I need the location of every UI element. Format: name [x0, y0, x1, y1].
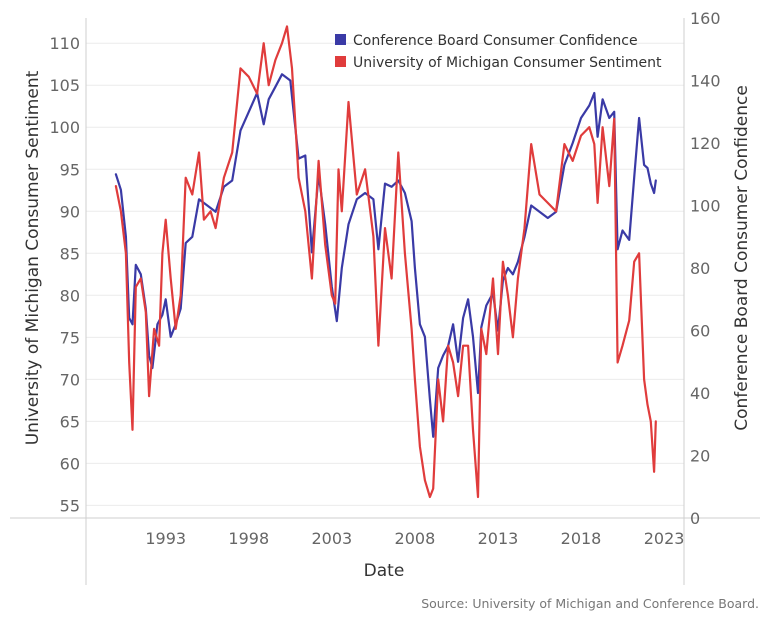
right-tick-label: 0 [690, 509, 700, 528]
left-tick-label: 105 [49, 76, 80, 95]
left-axis-title: University of Michigan Consumer Sentimen… [23, 70, 43, 445]
left-tick-label: 55 [60, 496, 80, 515]
right-tick-label: 100 [690, 197, 721, 216]
series-lines [114, 25, 657, 499]
left-tick-label: 110 [49, 34, 80, 53]
legend: Conference Board Consumer Confidence Uni… [335, 33, 662, 71]
left-tick-label: 70 [60, 370, 80, 389]
grid-lines [86, 42, 684, 506]
left-tick-label: 85 [60, 244, 80, 263]
right-tick-label: 60 [690, 322, 710, 341]
x-tick-label: 2018 [561, 529, 602, 548]
x-tick-label: 2003 [311, 529, 352, 548]
right-tick-label: 120 [690, 134, 721, 153]
legend-swatch-michigan [335, 56, 346, 67]
x-tick-label: 1998 [228, 529, 269, 548]
left-tick-label: 95 [60, 160, 80, 179]
source-note: Source: University of Michigan and Confe… [421, 596, 759, 611]
left-tick-label: 60 [60, 454, 80, 473]
right-tick-label: 20 [690, 447, 710, 466]
x-tick-label: 1993 [145, 529, 186, 548]
left-tick-label: 80 [60, 286, 80, 305]
right-tick-label: 140 [690, 72, 721, 91]
legend-label-conference-board: Conference Board Consumer Confidence [353, 33, 638, 49]
x-tick-label: 2013 [478, 529, 519, 548]
left-tick-label: 65 [60, 412, 80, 431]
right-tick-label: 80 [690, 259, 710, 278]
series-line-michigan [114, 25, 657, 499]
x-axis-title: Date [364, 561, 405, 581]
right-tick-label: 40 [690, 384, 710, 403]
left-tick-label: 90 [60, 202, 80, 221]
left-tick-label: 100 [49, 118, 80, 137]
right-tick-label: 160 [690, 9, 721, 28]
legend-swatch-conference-board [335, 34, 346, 45]
right-axis-title: Conference Board Consumer Confidence [732, 85, 752, 431]
x-tick-label: 2023 [644, 529, 685, 548]
legend-label-michigan: University of Michigan Consumer Sentimen… [353, 55, 662, 71]
left-tick-label: 75 [60, 328, 80, 347]
x-tick-label: 2008 [395, 529, 436, 548]
series-line-conference-board [114, 73, 657, 438]
tick-labels: 55 60 65 70 75 80 85 90 95 100 105 110 0 20 40 60 80 100 1… [49, 9, 720, 548]
